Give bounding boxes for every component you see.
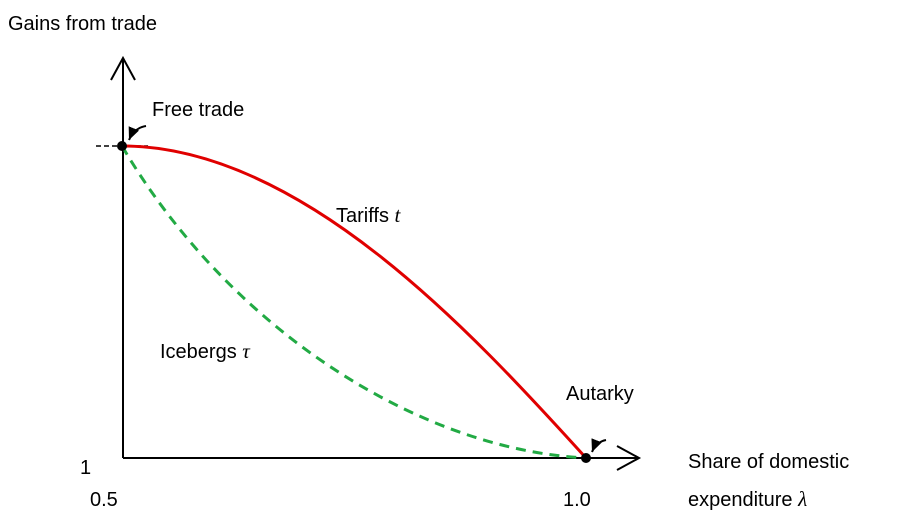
y-axis-label: Gains from trade	[8, 13, 157, 35]
x-axis-label-line1: Share of domestic	[688, 451, 849, 473]
iceberg-curve	[120, 145, 587, 460]
x-end-label: 1.0	[563, 489, 591, 511]
autarky-label: Autarky	[566, 383, 634, 405]
x-arrow	[616, 445, 642, 471]
free-trade-point	[117, 141, 127, 151]
free-trade-pointer	[128, 125, 147, 141]
autarky-pointer	[591, 438, 607, 453]
x-start-label: 0.5	[90, 489, 118, 511]
tariffs-label: Tariffs t	[336, 203, 402, 227]
x-axis-label-text: expenditure	[688, 489, 793, 511]
tariffs-symbol: t	[395, 203, 402, 227]
y-arrow	[110, 55, 136, 81]
icebergs-label: Icebergs τ	[160, 339, 251, 363]
free-trade-label: Free trade	[152, 99, 244, 121]
tariffs-text: Tariffs	[336, 205, 389, 227]
x-axis-symbol: λ	[797, 487, 807, 511]
x-axis-label-line2: expenditure λ	[688, 487, 807, 511]
icebergs-text: Icebergs	[160, 341, 237, 363]
y-origin-label: 1	[80, 457, 91, 479]
icebergs-symbol: τ	[242, 339, 251, 363]
tariff-curve	[121, 144, 588, 460]
autarky-point	[581, 453, 591, 463]
